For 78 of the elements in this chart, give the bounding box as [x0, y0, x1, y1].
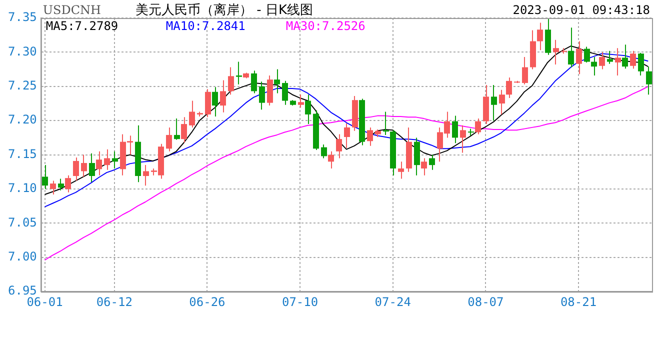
candlestick	[181, 116, 187, 143]
candlestick	[599, 52, 605, 70]
y-tick-label: 7.25	[8, 78, 37, 93]
x-tick-label: 06-26	[189, 294, 226, 309]
y-tick-label: 7.35	[8, 10, 37, 24]
candlestick	[553, 39, 559, 66]
candlestick	[174, 118, 180, 140]
candlestick	[328, 150, 334, 169]
candlestick	[638, 52, 644, 76]
candlestick	[398, 161, 404, 180]
candlestick	[236, 61, 242, 85]
candlestick	[81, 154, 87, 178]
x-tick-label: 08-07	[468, 294, 504, 309]
candlestick	[220, 80, 226, 113]
candlestick	[506, 77, 512, 99]
candlestick	[298, 94, 304, 108]
candlestick	[274, 68, 280, 94]
candlestick	[421, 158, 427, 176]
x-tick-label: 08-21	[560, 294, 597, 309]
candlestick	[576, 40, 582, 75]
candlestick	[630, 50, 636, 70]
candlestick	[321, 144, 327, 159]
candlestick	[545, 18, 551, 56]
candlestick	[166, 126, 172, 152]
candlestick	[414, 137, 420, 176]
candlestick	[112, 150, 118, 169]
y-tick-label: 7.30	[8, 44, 37, 58]
candlestick	[499, 89, 505, 115]
candlestick	[73, 157, 79, 182]
x-tick-label: 07-10	[282, 294, 318, 309]
candlestick	[491, 84, 497, 122]
y-tick-label: 7.00	[8, 250, 37, 264]
text: MA5:7.2789	[46, 19, 118, 34]
candlestick	[50, 180, 56, 195]
candlestick	[622, 44, 628, 70]
y-tick-label: 7.05	[8, 215, 37, 230]
candlestick	[65, 174, 71, 193]
x-tick-label: 07-24	[374, 294, 411, 309]
candlestick	[429, 154, 435, 170]
text: MA10:7.2841	[166, 19, 246, 34]
y-tick-label: 7.20	[8, 112, 37, 127]
candlestick	[537, 22, 543, 51]
y-tick-label: 7.15	[8, 146, 37, 161]
chart-subtitle: USDCNH	[42, 3, 102, 18]
candlestick	[607, 50, 613, 64]
text: MA30:7.2526	[286, 19, 366, 34]
candlestick	[452, 115, 458, 144]
candlestick	[96, 150, 102, 176]
x-tick-label: 06-12	[96, 294, 132, 309]
candlestick	[251, 70, 257, 94]
candlestick	[58, 178, 64, 191]
candlestick	[584, 46, 590, 63]
candlestick	[205, 88, 211, 118]
candlestick	[522, 56, 528, 85]
candlestick	[591, 56, 597, 76]
candlestick	[475, 118, 481, 135]
candlestick	[305, 94, 311, 125]
candlestick	[367, 126, 373, 146]
text: 2023-09-01 09:43:18	[512, 3, 650, 18]
candlestick	[212, 86, 218, 117]
candlestick	[267, 74, 273, 106]
candlestick	[259, 81, 265, 110]
candlestick	[42, 164, 48, 190]
candlestick	[89, 152, 95, 183]
candlestick	[143, 164, 149, 186]
candlestick	[568, 27, 574, 68]
candlestick	[282, 80, 288, 106]
candlestick	[228, 66, 234, 96]
candlestick	[104, 148, 110, 170]
candlestick	[615, 48, 621, 76]
candlestick	[460, 124, 466, 154]
candlestick	[383, 111, 389, 136]
candlestick	[344, 122, 350, 148]
candlestick	[189, 100, 195, 128]
candlestick	[646, 66, 652, 96]
y-tick-label: 7.10	[8, 181, 37, 196]
chart-title: 美元人民币（离岸） - 日K线图	[135, 2, 313, 18]
candlestick	[336, 134, 342, 159]
